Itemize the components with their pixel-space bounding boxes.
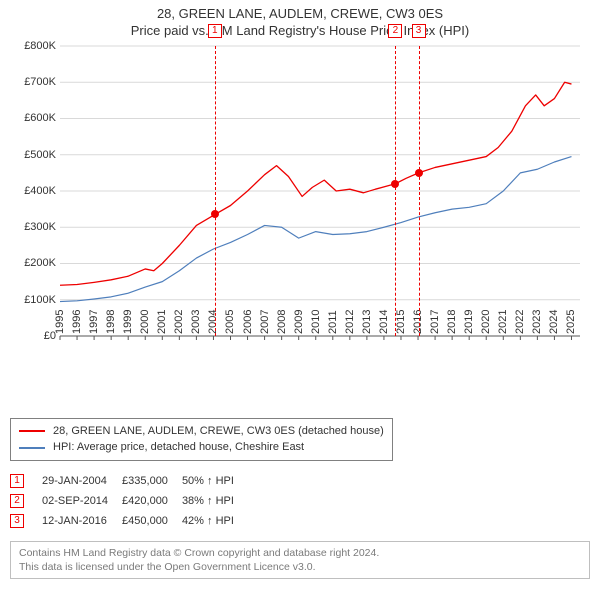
sale-vline	[215, 46, 216, 336]
x-axis-label: 2017	[429, 309, 441, 335]
sale-marker-box: 2	[388, 24, 402, 38]
sale-price: £420,000	[122, 491, 182, 511]
legend-swatch-hpi	[19, 447, 45, 449]
x-axis-label: 2009	[293, 309, 305, 335]
x-axis-label: 2012	[344, 309, 356, 335]
sale-marker-icon: 3	[10, 514, 24, 528]
x-axis-label: 1995	[54, 309, 66, 335]
x-axis-label: 2025	[565, 309, 577, 335]
series-line	[60, 156, 571, 301]
sale-pct: 50% ↑ HPI	[182, 471, 248, 491]
y-axis-label: £200K	[24, 257, 56, 269]
sale-marker-box: 3	[412, 24, 426, 38]
x-axis-label: 2020	[480, 309, 492, 335]
sale-marker-icon: 1	[10, 474, 24, 488]
sale-price: £335,000	[122, 471, 182, 491]
sale-pct: 42% ↑ HPI	[182, 511, 248, 531]
y-axis-label: £600K	[24, 112, 56, 124]
footer-line-1: Contains HM Land Registry data © Crown c…	[19, 547, 379, 559]
x-axis-label: 2013	[361, 309, 373, 335]
x-axis-label: 2008	[276, 309, 288, 335]
x-axis-label: 2002	[173, 309, 185, 335]
x-axis-label: 1998	[105, 309, 117, 335]
sale-date: 02-SEP-2014	[42, 491, 122, 511]
x-axis-label: 2021	[497, 309, 509, 335]
x-axis-label: 2007	[259, 309, 271, 335]
attribution-footer: Contains HM Land Registry data © Crown c…	[10, 541, 590, 579]
x-axis-label: 2015	[395, 309, 407, 335]
sale-date: 29-JAN-2004	[42, 471, 122, 491]
x-axis-label: 2000	[139, 309, 151, 335]
x-axis-label: 2024	[548, 309, 560, 335]
x-axis-label: 2022	[514, 309, 526, 335]
x-axis-label: 2010	[310, 309, 322, 335]
y-axis-label: £100K	[24, 294, 56, 306]
sale-price: £450,000	[122, 511, 182, 531]
series-line	[60, 82, 571, 285]
sale-dot	[391, 180, 399, 188]
y-axis-label: £700K	[24, 76, 56, 88]
x-axis-label: 2006	[242, 309, 254, 335]
plot-svg	[60, 46, 580, 336]
x-axis-label: 2004	[207, 309, 219, 335]
sale-row: 1 29-JAN-2004£335,00050% ↑ HPI	[10, 471, 248, 491]
y-axis-label: £300K	[24, 221, 56, 233]
root: 28, GREEN LANE, AUDLEM, CREWE, CW3 0ES P…	[0, 0, 600, 590]
legend-label-property: 28, GREEN LANE, AUDLEM, CREWE, CW3 0ES (…	[53, 423, 384, 440]
sales-table: 1 29-JAN-2004£335,00050% ↑ HPI 2 02-SEP-201…	[10, 471, 248, 531]
plot-area: £0£100K£200K£300K£400K£500K£600K£700K£80…	[60, 46, 580, 336]
y-axis-label: £800K	[24, 40, 56, 52]
legend: 28, GREEN LANE, AUDLEM, CREWE, CW3 0ES (…	[10, 418, 393, 461]
chart-title: 28, GREEN LANE, AUDLEM, CREWE, CW3 0ES P…	[10, 6, 590, 40]
sale-row: 2 02-SEP-2014£420,00038% ↑ HPI	[10, 491, 248, 511]
x-axis-label: 2005	[224, 309, 236, 335]
footer-line-2: This data is licensed under the Open Gov…	[19, 561, 316, 573]
legend-label-hpi: HPI: Average price, detached house, Ches…	[53, 439, 304, 456]
y-axis-label: £400K	[24, 185, 56, 197]
sale-vline	[419, 46, 420, 336]
x-axis-label: 2001	[156, 309, 168, 335]
x-axis-label: 1996	[71, 309, 83, 335]
sale-dot	[211, 210, 219, 218]
x-axis-label: 2019	[463, 309, 475, 335]
legend-row-property: 28, GREEN LANE, AUDLEM, CREWE, CW3 0ES (…	[19, 423, 384, 440]
x-axis-label: 2014	[378, 309, 390, 335]
sale-dot	[415, 169, 423, 177]
x-axis-label: 1999	[122, 309, 134, 335]
sale-marker-icon: 2	[10, 494, 24, 508]
x-axis-label: 2018	[446, 309, 458, 335]
y-axis-label: £500K	[24, 149, 56, 161]
x-axis-label: 2023	[531, 309, 543, 335]
legend-swatch-property	[19, 430, 45, 432]
legend-row-hpi: HPI: Average price, detached house, Ches…	[19, 439, 384, 456]
sale-pct: 38% ↑ HPI	[182, 491, 248, 511]
title-line-1: 28, GREEN LANE, AUDLEM, CREWE, CW3 0ES	[157, 6, 443, 21]
sale-date: 12-JAN-2016	[42, 511, 122, 531]
x-axis-label: 1997	[88, 309, 100, 335]
chart: £0£100K£200K£300K£400K£500K£600K£700K£80…	[10, 46, 590, 376]
sale-row: 3 12-JAN-2016£450,00042% ↑ HPI	[10, 511, 248, 531]
sale-marker-box: 1	[208, 24, 222, 38]
sale-vline	[395, 46, 396, 336]
x-axis-label: 2003	[190, 309, 202, 335]
x-axis-label: 2011	[327, 310, 339, 336]
